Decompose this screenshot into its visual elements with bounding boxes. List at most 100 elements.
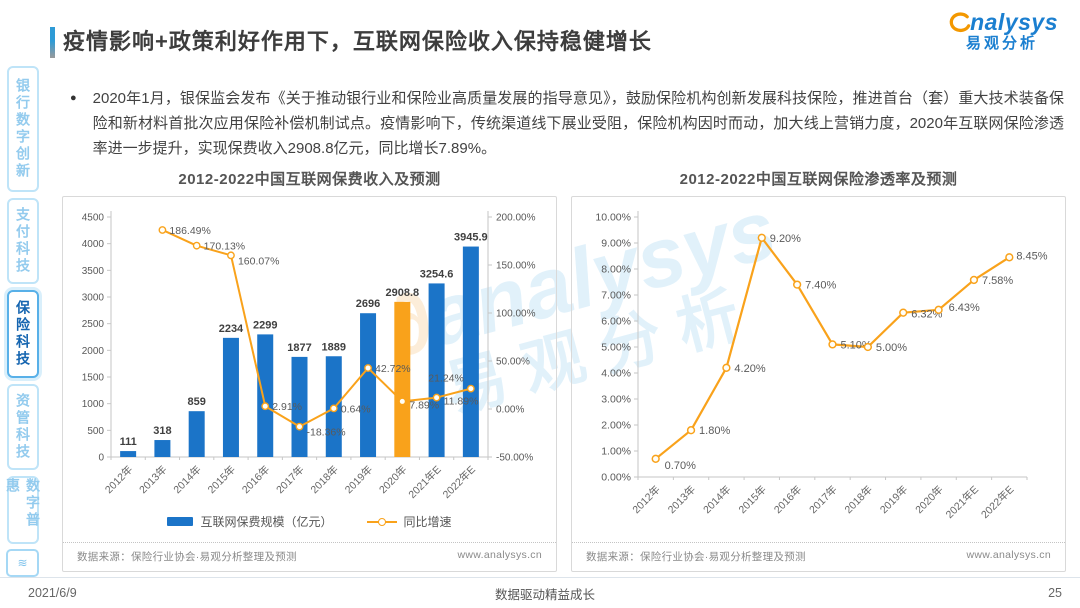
svg-text:2013年: 2013年 — [665, 483, 698, 516]
svg-text:7.89%: 7.89% — [409, 399, 439, 411]
svg-text:2014年: 2014年 — [171, 463, 204, 496]
svg-text:2022年E: 2022年E — [978, 483, 1016, 521]
sidebar-item-banking-digital[interactable]: 银行数字创新 — [7, 66, 39, 192]
svg-text:7.40%: 7.40% — [805, 280, 836, 292]
legend-line-label: 同比增速 — [403, 515, 452, 529]
svg-text:4500: 4500 — [82, 213, 105, 224]
sidebar-mini-icon: ≋ — [6, 549, 39, 577]
chart-panel-premium-income: 2012-2022中国互联网保费收入及预测 0 500 1000 1500 2000 25… — [62, 166, 557, 572]
svg-text:100.00%: 100.00% — [496, 309, 536, 320]
sidebar-item-asset-mgmt-tech[interactable]: 资管科技 — [7, 384, 39, 470]
svg-text:4.20%: 4.20% — [734, 363, 765, 375]
svg-text:3254.6: 3254.6 — [420, 268, 454, 280]
svg-text:500: 500 — [87, 426, 104, 437]
logo-text-cn: 易观分析 — [966, 35, 1039, 53]
svg-text:2500: 2500 — [82, 319, 105, 330]
footer-date: 2021/6/9 — [28, 586, 77, 600]
svg-text:2696: 2696 — [356, 298, 380, 310]
svg-text:2000: 2000 — [82, 346, 105, 357]
svg-text:2014年: 2014年 — [700, 483, 733, 516]
svg-text:0.00%: 0.00% — [601, 472, 631, 484]
svg-text:42.72%: 42.72% — [375, 363, 411, 375]
svg-text:50.00%: 50.00% — [496, 357, 530, 368]
svg-text:5.00%: 5.00% — [601, 342, 631, 354]
svg-text:2021年E: 2021年E — [943, 483, 981, 521]
legend-item-bar: 互联网保费规模（亿元） — [167, 513, 333, 530]
penetration-line-chart: 0.00% 1.00% 2.00% 3.00% 4.00% 5.00% 6.00% 7.00%… — [595, 211, 1048, 521]
svg-text:2234: 2234 — [219, 323, 244, 335]
chart-box-premium: 0 500 1000 1500 2000 2500 3000 3500 4000 4500 -50.… — [62, 196, 557, 572]
legend-line-swatch-icon — [366, 517, 397, 526]
svg-text:200.00%: 200.00% — [496, 213, 536, 224]
svg-text:9.20%: 9.20% — [770, 233, 801, 245]
svg-text:1877: 1877 — [287, 342, 311, 354]
analysys-logo: nalysys 易观分析 — [946, 9, 1058, 53]
chart-title-penetration: 2012-2022中国互联网保险渗透率及预测 — [679, 171, 958, 188]
svg-text:2012年: 2012年 — [630, 483, 663, 516]
source-row: 数据来源：保险行业协会·易观分析整理及预测 www.analysys.cn — [71, 543, 548, 571]
svg-text:6.32%: 6.32% — [911, 309, 942, 321]
legend-bar-label: 互联网保费规模（亿元） — [200, 515, 333, 529]
svg-text:186.49%: 186.49% — [169, 225, 210, 237]
svg-text:1000: 1000 — [82, 399, 105, 410]
svg-text:2019年: 2019年 — [877, 483, 910, 516]
svg-text:2299: 2299 — [253, 319, 277, 331]
svg-text:10.00%: 10.00% — [595, 212, 631, 224]
chart-title-premium: 2012-2022中国互联网保费收入及预测 — [178, 171, 441, 188]
svg-text:1.80%: 1.80% — [699, 425, 730, 437]
svg-text:8.00%: 8.00% — [601, 264, 631, 276]
source-text: 数据来源：保险行业协会·易观分析整理及预测 — [586, 551, 806, 563]
source-url: www.analysys.cn — [457, 549, 542, 561]
footer: 2021/6/9 数据驱动精益成长 25 — [0, 577, 1080, 608]
svg-text:160.07%: 160.07% — [238, 255, 279, 267]
sidebar-item-label: 数字普惠 — [5, 478, 41, 529]
source-text: 数据来源：保险行业协会·易观分析整理及预测 — [77, 551, 297, 563]
svg-text:2018年: 2018年 — [842, 483, 875, 516]
bullet-text: 2020年1月，银保监会发布《关于推动银行业和保险业高质量发展的指导意见》，鼓励… — [92, 90, 1064, 158]
sidebar-item-label: 资管科技 — [15, 393, 31, 461]
chart-box-penetration: 0.00% 1.00% 2.00% 3.00% 4.00% 5.00% 6.00% 7.00%… — [571, 196, 1066, 572]
divider — [63, 542, 556, 543]
svg-text:2019年: 2019年 — [342, 463, 375, 496]
charts-section: 2012-2022中国互联网保费收入及预测 0 500 1000 1500 2000 25… — [62, 166, 1066, 572]
logo-swoosh-icon — [949, 12, 971, 33]
svg-text:2908.8: 2908.8 — [385, 287, 419, 299]
svg-text:2016年: 2016年 — [239, 463, 272, 496]
svg-text:6.00%: 6.00% — [601, 316, 631, 328]
logo-text-en: nalysys — [970, 9, 1058, 35]
source-row: 数据来源：保险行业协会·易观分析整理及预测 www.analysys.cn — [580, 543, 1057, 571]
sidebar-item-payment-tech[interactable]: 支付科技 — [7, 198, 39, 284]
svg-text:3000: 3000 — [82, 293, 105, 304]
svg-text:4000: 4000 — [82, 239, 105, 250]
svg-text:-18.36%: -18.36% — [307, 427, 346, 439]
svg-text:2017年: 2017年 — [273, 463, 306, 496]
svg-text:2020年: 2020年 — [376, 463, 409, 496]
svg-text:4.00%: 4.00% — [601, 368, 631, 380]
svg-text:859: 859 — [188, 396, 206, 408]
bullet-icon: ● — [70, 92, 77, 104]
svg-text:2021年E: 2021年E — [406, 463, 444, 501]
svg-text:150.00%: 150.00% — [496, 261, 536, 272]
svg-text:170.13%: 170.13% — [204, 241, 245, 253]
legend-bar-swatch-icon — [167, 517, 194, 526]
sidebar-item-digital-inclusion[interactable]: 数字普惠 — [5, 476, 41, 544]
sidebar-item-label: 保险科技 — [15, 300, 31, 368]
svg-text:11.89%: 11.89% — [444, 396, 479, 408]
svg-text:1889: 1889 — [322, 341, 346, 353]
svg-text:7.00%: 7.00% — [601, 290, 631, 302]
footer-page-number: 25 — [1048, 586, 1062, 600]
source-url: www.analysys.cn — [966, 549, 1051, 561]
svg-text:111: 111 — [120, 436, 137, 448]
svg-text:1.00%: 1.00% — [601, 446, 631, 458]
svg-text:2.91%: 2.91% — [272, 401, 302, 413]
sidebar-item-insurance-tech[interactable]: 保险科技 — [7, 290, 39, 378]
svg-text:6.43%: 6.43% — [949, 302, 980, 314]
svg-text:2013年: 2013年 — [136, 463, 169, 496]
svg-text:1500: 1500 — [82, 373, 105, 384]
svg-text:2012年: 2012年 — [102, 463, 135, 496]
svg-text:2017年: 2017年 — [806, 483, 839, 516]
svg-text:318: 318 — [153, 425, 171, 437]
sidebar-item-label: 银行数字创新 — [15, 78, 31, 180]
svg-text:2022年E: 2022年E — [440, 463, 478, 501]
